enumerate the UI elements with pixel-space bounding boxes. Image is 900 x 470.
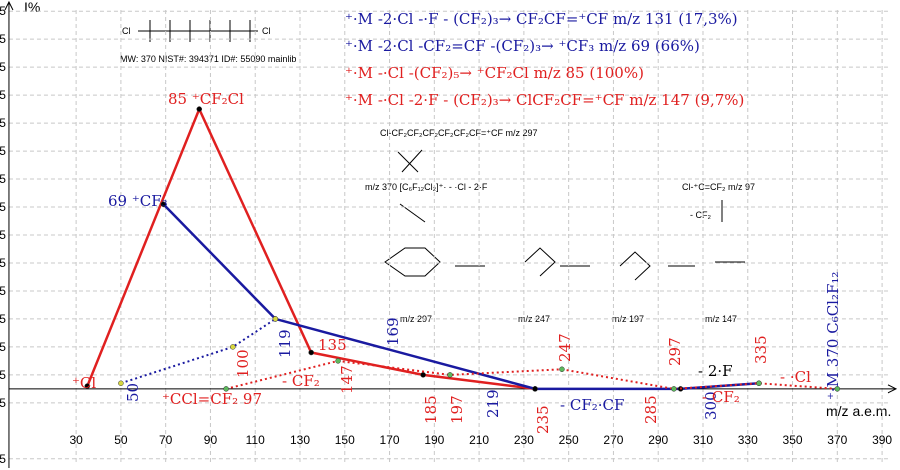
equation: ⁺·M -2·Cl -CF₂=CF -(CF₂)₃→ ⁺CF₃ m/z 69 (… bbox=[345, 37, 700, 55]
equation: ⁺·M -·Cl -2·F - (CF₂)₃→ ClCF₂CF=⁺CF m/z … bbox=[345, 91, 744, 109]
y-tick-label: 95 bbox=[0, 116, 6, 130]
annotation: - 2·F bbox=[698, 362, 733, 380]
y-tick-label: 85 bbox=[0, 144, 6, 158]
y-tick-label: 115 bbox=[0, 60, 6, 74]
chain-label: Cl-CF₂CF₂CF₂CF₂CF₂CF=⁺CF m/z 297 bbox=[380, 128, 537, 138]
y-tick-label: 25 bbox=[0, 312, 6, 326]
data-point bbox=[196, 106, 203, 112]
annotation: 135 bbox=[318, 336, 347, 354]
annotation: ⁺Cl bbox=[72, 374, 96, 392]
axis-arrow bbox=[4, 0, 14, 11]
y-tick-label: 5 bbox=[0, 368, 6, 382]
y-tick-label: 45 bbox=[0, 256, 6, 270]
annotation: 335 bbox=[752, 335, 770, 364]
x-tick-label: 210 bbox=[469, 433, 489, 447]
y-tick-label: 35 bbox=[0, 284, 6, 298]
y-tick-label: 55 bbox=[0, 228, 6, 242]
y-tick-label: 75 bbox=[0, 172, 6, 186]
annotation: 219 bbox=[484, 389, 502, 418]
annotation: 119 bbox=[276, 329, 294, 358]
side-label: Cl-⁺C=CF₂ m/z 97 bbox=[682, 182, 755, 192]
annotation: 185 bbox=[422, 395, 440, 424]
structure-caption: MW: 370 NIST#: 394371 ID#: 55090 mainlib bbox=[120, 54, 296, 64]
data-point bbox=[834, 386, 841, 392]
y-axis-label: I% bbox=[24, 0, 40, 15]
y-tick-label: 125 bbox=[0, 32, 6, 46]
y-tick-label: 15 bbox=[0, 340, 6, 354]
annotation: - ·Cl bbox=[780, 368, 811, 386]
x-tick-label: 370 bbox=[827, 433, 847, 447]
annotation: 285 bbox=[642, 395, 660, 424]
annotation: 247 bbox=[556, 333, 574, 362]
equation: ⁺·M -·Cl -(CF₂)₅→ ⁺CF₂Cl m/z 85 (100%) bbox=[345, 64, 644, 82]
x-tick-label: 30 bbox=[69, 433, 83, 447]
x-tick-label: 150 bbox=[335, 433, 355, 447]
annotation: 147 bbox=[338, 365, 356, 394]
data-point bbox=[272, 316, 279, 322]
x-tick-label: 330 bbox=[738, 433, 758, 447]
annotation: 100 bbox=[234, 349, 252, 378]
x-tick-label: 230 bbox=[514, 433, 534, 447]
y-tick-label: 65 bbox=[0, 200, 6, 214]
series-line bbox=[120, 318, 276, 385]
annotation: 197 bbox=[448, 395, 466, 424]
y-tick-label: -5 bbox=[0, 396, 6, 410]
axis-arrow bbox=[887, 384, 898, 394]
annotation: ⁺CCl=CF₂ 97 bbox=[162, 390, 262, 408]
data-point bbox=[756, 380, 762, 387]
data-point bbox=[335, 358, 341, 364]
equation: ⁺·M -2·Cl -·F - (CF₂)₃→ CF₂CF=⁺CF m/z 13… bbox=[345, 10, 738, 28]
x-tick-label: 170 bbox=[380, 433, 400, 447]
x-tick-label: 90 bbox=[204, 433, 218, 447]
structure-drawing bbox=[138, 20, 745, 281]
data-point bbox=[671, 386, 677, 392]
annotation: 169 bbox=[384, 317, 402, 346]
x-tick-label: 390 bbox=[872, 433, 892, 447]
y-tick-label: 135 bbox=[0, 4, 6, 18]
annotation: 297 bbox=[666, 337, 684, 366]
parent-label: m/z 370 [C₆F₁₂Cl₂]⁺· - ·Cl - 2·F bbox=[365, 182, 488, 192]
data-point bbox=[223, 386, 229, 392]
y-tick-label: 105 bbox=[0, 88, 6, 102]
data-point bbox=[308, 349, 314, 356]
annotation: - CF₂·CF bbox=[560, 396, 624, 414]
annotation: 50 bbox=[124, 383, 142, 402]
data-point bbox=[118, 380, 124, 387]
x-tick-label: 50 bbox=[114, 433, 128, 447]
data-point bbox=[447, 372, 453, 378]
annotation: 85 ⁺CF₂Cl bbox=[168, 90, 244, 108]
x-tick-label: 310 bbox=[693, 433, 713, 447]
atom-label: Cl bbox=[262, 26, 271, 36]
data-point bbox=[160, 201, 167, 207]
atom-label: Cl bbox=[122, 26, 131, 36]
side-loss: - CF₂ bbox=[690, 210, 711, 220]
y-tick-label: -25 bbox=[0, 452, 6, 466]
annotation: ⁺·M 370 C₆Cl₂F₁₂ bbox=[824, 272, 842, 400]
data-point bbox=[84, 383, 91, 389]
x-tick-label: 130 bbox=[290, 433, 310, 447]
x-tick-label: 270 bbox=[603, 433, 623, 447]
x-tick-label: 350 bbox=[783, 433, 803, 447]
annotation: 300 bbox=[702, 391, 720, 420]
annotation: - CF₂ bbox=[702, 388, 740, 406]
data-point bbox=[230, 344, 236, 350]
annotation: 69 ⁺CF₃ bbox=[108, 192, 168, 210]
x-tick-label: 70 bbox=[159, 433, 173, 447]
data-point bbox=[559, 366, 565, 373]
x-axis-label: m/z a.e.m. bbox=[826, 403, 891, 419]
annotation: - CF₂ bbox=[282, 372, 320, 390]
data-point bbox=[532, 386, 538, 392]
x-tick-label: 190 bbox=[424, 433, 444, 447]
data-point bbox=[420, 372, 426, 378]
annotation: 235 bbox=[534, 405, 552, 434]
x-tick-label: 290 bbox=[648, 433, 668, 447]
ion-label: m/z 147 bbox=[705, 314, 737, 324]
x-tick-label: 250 bbox=[559, 433, 579, 447]
x-tick-label: 110 bbox=[246, 433, 265, 447]
